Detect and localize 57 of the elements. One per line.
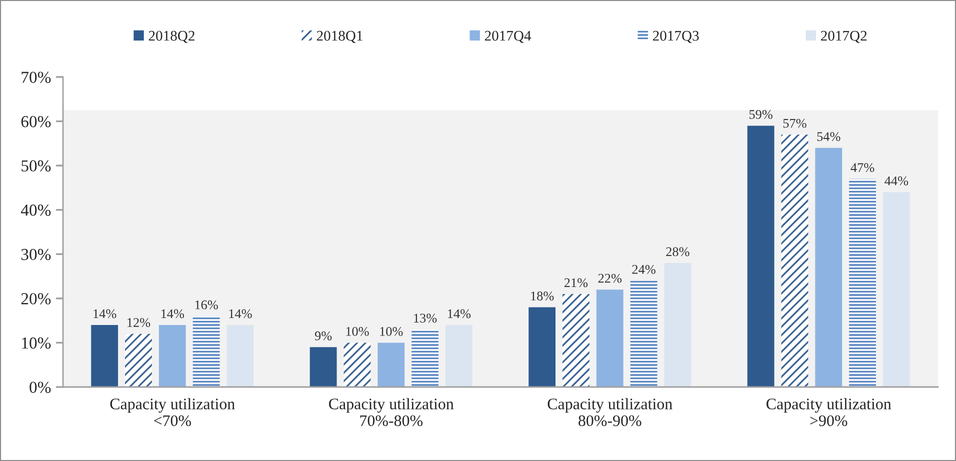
data-label: 12%	[128, 318, 150, 328]
data-label: 57%	[783, 118, 806, 128]
data-label: 21%	[564, 278, 588, 288]
legend-label: 2017Q2	[821, 30, 867, 43]
bar	[781, 134, 808, 387]
bar	[344, 342, 371, 387]
y-tick-label: 20%	[21, 293, 51, 304]
data-label: 47%	[850, 163, 874, 172]
y-tick-label: 40%	[20, 204, 51, 216]
data-label: 16%	[195, 300, 218, 310]
bar	[378, 342, 405, 387]
y-tick-label: 70%	[22, 72, 51, 83]
y-tick-label: 10%	[22, 337, 51, 349]
bar	[310, 347, 337, 387]
y-tick-label: 50%	[22, 160, 51, 172]
legend-label: 2017Q4	[484, 30, 532, 43]
bar	[562, 294, 590, 387]
x-tick-label: Capacity utilization 80%-90%	[548, 398, 672, 426]
bar	[630, 280, 658, 387]
data-label: 14%	[161, 309, 184, 318]
bar	[226, 325, 254, 387]
bar	[596, 290, 624, 387]
bar	[815, 148, 842, 387]
data-label: 22%	[598, 274, 622, 283]
x-tick-label: Capacity utilization <70%	[110, 398, 235, 426]
x-tick-label: Capacity utilization 70%-80%	[329, 398, 454, 426]
bar	[664, 263, 692, 387]
data-label: 44%	[884, 176, 908, 186]
data-label: 9%	[314, 331, 332, 340]
bar	[91, 325, 118, 387]
bar	[192, 316, 220, 387]
data-label: 10%	[380, 326, 403, 336]
data-label: 54%	[817, 132, 840, 142]
bar	[528, 307, 556, 387]
legend-label: 2018Q2	[148, 30, 194, 43]
bar	[125, 334, 152, 387]
bar	[849, 178, 876, 387]
bar	[882, 192, 910, 387]
bar	[445, 325, 472, 387]
legend-label: 2017Q3	[652, 30, 699, 43]
bar	[747, 126, 774, 387]
bar	[158, 325, 186, 387]
data-label: 14%	[94, 309, 116, 318]
data-label: 13%	[414, 314, 437, 323]
data-label: 10%	[346, 326, 369, 336]
data-label: 14%	[448, 309, 471, 318]
x-tick-label: Capacity utilization >90%	[766, 398, 892, 426]
data-label: 28%	[666, 247, 690, 256]
legend-label: 2018Q1	[316, 30, 362, 43]
bar	[412, 329, 438, 387]
data-label: 18%	[531, 292, 554, 300]
y-tick-label: 60%	[21, 116, 51, 128]
data-label: 59%	[749, 110, 772, 119]
data-label: 24%	[632, 264, 656, 274]
y-tick-label: 0%	[30, 382, 51, 393]
y-tick-label: 30%	[21, 248, 51, 260]
data-label: 14%	[229, 309, 252, 318]
